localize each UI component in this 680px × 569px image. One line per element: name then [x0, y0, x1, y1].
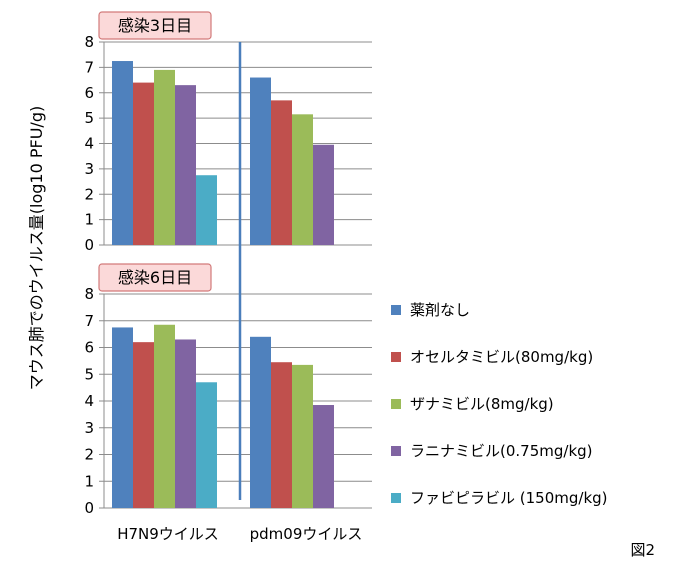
- bar: [175, 85, 196, 245]
- panel-title: 感染3日目: [118, 16, 192, 35]
- x-category-label: H7N9ウイルス: [117, 525, 219, 543]
- y-tick-label: 6: [84, 339, 94, 357]
- y-axis-label: マウス肺でのウイルス量(log10 PFU/g): [27, 106, 46, 390]
- bar: [112, 61, 133, 245]
- y-tick-label: 3: [84, 160, 94, 178]
- y-tick-label: 5: [84, 365, 94, 383]
- figure-label: 図2: [630, 541, 655, 559]
- y-tick-label: 7: [84, 58, 94, 76]
- bar: [154, 69, 175, 245]
- bar: [292, 114, 313, 245]
- legend-swatch: [391, 305, 401, 315]
- y-tick-label: 4: [84, 135, 94, 153]
- bar: [250, 336, 271, 508]
- y-tick-label: 1: [84, 472, 94, 490]
- panel-title-box: [98, 263, 212, 292]
- legend-swatch: [391, 493, 401, 503]
- panel-title: 感染6日目: [118, 268, 192, 287]
- x-category-label: pdm09ウイルス: [250, 525, 363, 543]
- y-tick-label: 2: [84, 446, 94, 464]
- bar: [250, 77, 271, 246]
- bar: [196, 175, 217, 245]
- legend-swatch: [391, 446, 401, 456]
- bar: [313, 405, 334, 508]
- y-tick-label: 0: [84, 499, 94, 517]
- bar: [154, 324, 175, 508]
- legend-swatch: [391, 399, 401, 409]
- y-tick-label: 8: [84, 33, 94, 51]
- y-tick-label: 5: [84, 109, 94, 127]
- legend-label: 薬剤なし: [410, 301, 470, 319]
- y-tick-label: 2: [84, 185, 94, 203]
- y-tick-label: 0: [84, 236, 94, 254]
- bar: [313, 144, 334, 245]
- bar: [271, 100, 292, 245]
- panels: 0 1 2 3 4 5 6 7 8 感染3日目 0 1 2 3 4 5 6 7 8 感染6日目 H7N9ウイルス pdm0…: [84, 11, 372, 543]
- y-tick-label: 4: [84, 392, 94, 410]
- legend-label: オセルタミビル(80mg/kg): [410, 348, 593, 366]
- legend-label: ファビピラビル (150mg/kg): [410, 489, 608, 507]
- y-tick-label: 8: [84, 285, 94, 303]
- bar: [112, 327, 133, 508]
- y-tick-label: 3: [84, 419, 94, 437]
- bar: [196, 382, 217, 508]
- bar: [292, 364, 313, 508]
- bar: [133, 82, 154, 245]
- bar: [175, 339, 196, 508]
- legend-swatch: [391, 352, 401, 362]
- panel-title-box: [98, 11, 212, 40]
- bar: [271, 362, 292, 508]
- legend-label: ザナミビル(8mg/kg): [410, 395, 554, 413]
- bar: [133, 342, 154, 508]
- y-tick-label: 6: [84, 84, 94, 102]
- legend-label: ラニナミビル(0.75mg/kg): [410, 442, 593, 460]
- y-tick-label: 1: [84, 211, 94, 229]
- y-tick-label: 7: [84, 312, 94, 330]
